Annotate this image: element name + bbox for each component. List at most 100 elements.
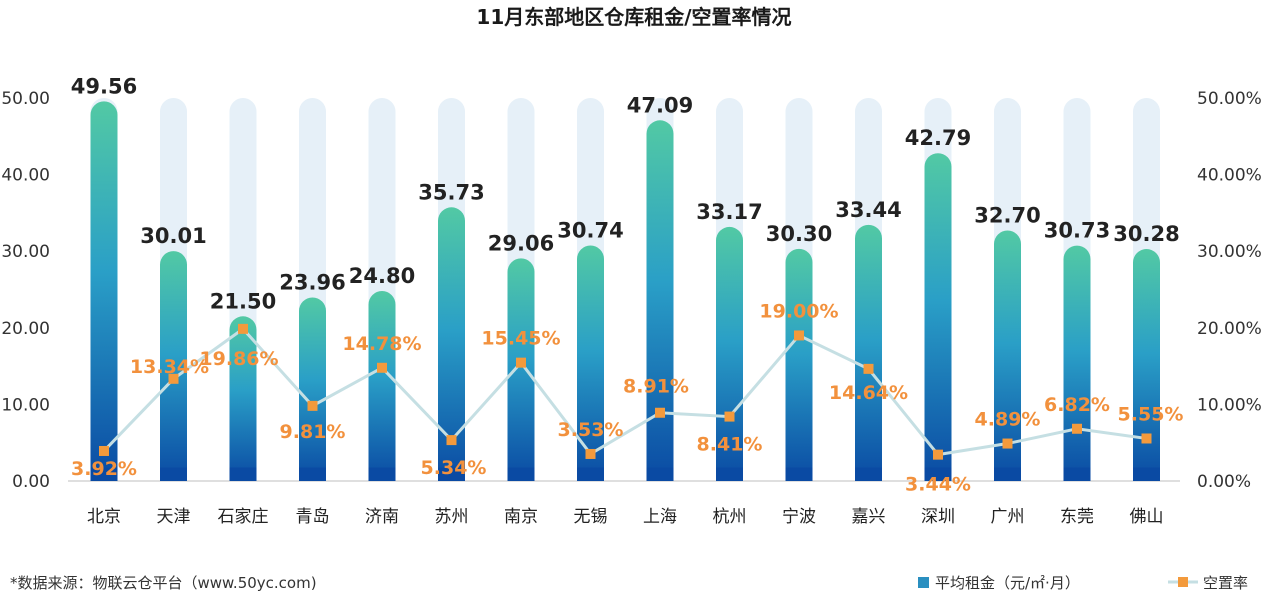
category-label: 石家庄 xyxy=(218,507,269,527)
left-tick-label: 50.00 xyxy=(1,89,50,109)
vacancy-label: 9.81% xyxy=(280,421,346,443)
rent-bar-label: 33.44 xyxy=(835,198,901,222)
left-tick-label: 0.00 xyxy=(12,472,50,492)
vacancy-label: 3.53% xyxy=(558,419,624,441)
rent-bar xyxy=(994,230,1021,481)
rent-bar-base xyxy=(1063,467,1091,481)
rent-bar xyxy=(646,120,674,482)
right-tick-label: 30.00% xyxy=(1197,242,1262,262)
right-tick-label: 40.00% xyxy=(1197,166,1262,186)
vacancy-label: 14.64% xyxy=(829,382,908,404)
vacancy-marker xyxy=(1072,423,1082,434)
vacancy-marker xyxy=(863,363,874,374)
right-tick-label: 10.00% xyxy=(1197,395,1262,415)
category-label: 深圳 xyxy=(921,507,955,527)
rent-bar xyxy=(855,224,882,481)
rent-bar-label: 29.06 xyxy=(488,231,554,255)
rent-bar-base xyxy=(924,467,952,481)
category-label: 宁波 xyxy=(782,507,816,527)
rent-bar-base xyxy=(785,467,813,481)
rent-bar-label: 30.01 xyxy=(140,224,206,248)
vacancy-markers xyxy=(99,323,1152,460)
rent-bar-base xyxy=(994,467,1021,481)
vacancy-label: 5.34% xyxy=(421,457,487,479)
right-axis: 0.00% 10.00% 20.00% 30.00% 40.00% 50.00% xyxy=(1197,89,1262,492)
legend-marker-swatch xyxy=(1178,577,1188,587)
legend: 平均租金（元/㎡·月） 空置率 xyxy=(918,574,1248,592)
left-tick-label: 40.00 xyxy=(1,166,50,186)
rent-bar-base xyxy=(1133,467,1160,481)
rent-bar-base xyxy=(299,467,326,481)
vacancy-marker xyxy=(933,449,943,460)
vacancy-label: 19.00% xyxy=(759,300,838,322)
category-label: 东莞 xyxy=(1060,507,1094,527)
rent-bar-label: 32.70 xyxy=(974,204,1040,228)
rent-bar-label: 21.50 xyxy=(210,289,276,313)
vacancy-marker xyxy=(794,330,804,341)
vacancy-label: 3.44% xyxy=(905,474,971,496)
rent-bar xyxy=(368,291,396,481)
vacancy-label: 13.34% xyxy=(130,356,209,378)
rent-bar xyxy=(299,297,326,481)
left-axis: 0.00 10.00 20.00 30.00 40.00 50.00 xyxy=(1,89,50,492)
legend-bar-swatch xyxy=(918,577,929,588)
left-tick-label: 10.00 xyxy=(1,395,50,415)
vacancy-marker xyxy=(724,411,735,422)
rent-bar-label: 30.74 xyxy=(557,219,623,243)
category-label: 嘉兴 xyxy=(852,507,886,527)
vacancy-marker xyxy=(585,448,596,459)
category-label: 北京 xyxy=(87,507,121,527)
vacancy-marker xyxy=(168,373,179,384)
rent-bar-base xyxy=(855,467,882,481)
rent-bar-label: 30.30 xyxy=(766,222,832,246)
rent-bar-label: 30.73 xyxy=(1044,219,1110,243)
rent-bar-label: 35.73 xyxy=(418,180,484,204)
vacancy-marker xyxy=(238,323,248,334)
category-label: 济南 xyxy=(365,507,399,527)
rent-bar xyxy=(1063,245,1091,481)
rent-bar-base xyxy=(646,467,674,481)
category-label: 广州 xyxy=(991,507,1025,527)
rent-bar xyxy=(785,248,813,481)
left-tick-label: 30.00 xyxy=(1,242,50,262)
data-source-note: *数据来源：物联云仓平台（www.50yc.com) xyxy=(10,574,317,592)
rent-bar-base xyxy=(577,467,604,481)
rent-bar-base xyxy=(507,467,535,481)
rent-bar xyxy=(160,251,187,481)
vacancy-label: 3.92% xyxy=(71,458,137,480)
vacancy-marker xyxy=(516,357,526,368)
rent-bar-base xyxy=(90,467,118,481)
vacancy-label: 15.45% xyxy=(481,328,560,350)
rent-bar xyxy=(1133,249,1160,481)
vacancy-marker xyxy=(377,362,387,373)
category-label: 南京 xyxy=(504,507,538,527)
category-label: 天津 xyxy=(157,507,191,527)
rent-bar-label: 30.28 xyxy=(1113,222,1179,246)
rent-bar xyxy=(438,207,465,481)
rent-bar-label: 42.79 xyxy=(905,126,971,150)
category-label: 杭州 xyxy=(713,507,747,527)
vacancy-marker xyxy=(307,400,318,411)
rent-bar-base xyxy=(229,467,257,481)
vacancy-label: 8.91% xyxy=(623,376,689,398)
chart-title: 11月东部地区仓库租金/空置率情况 xyxy=(476,5,791,29)
rent-bar-label: 23.96 xyxy=(279,270,345,294)
rent-bar-base xyxy=(160,467,187,481)
vacancy-marker xyxy=(1141,433,1152,444)
vacancy-line xyxy=(102,326,1147,457)
vacancy-label: 19.86% xyxy=(199,348,278,370)
category-label: 苏州 xyxy=(435,507,469,527)
rent-bar xyxy=(507,258,535,481)
rent-bar-label: 49.56 xyxy=(71,74,137,98)
vacancy-label: 5.55% xyxy=(1118,403,1184,425)
rent-bar-label: 33.17 xyxy=(696,200,762,224)
vacancy-series-line xyxy=(102,326,1147,457)
legend-bar-label: 平均租金（元/㎡·月） xyxy=(935,574,1080,592)
rent-bar xyxy=(577,245,604,481)
rent-bar xyxy=(90,101,118,482)
left-tick-label: 20.00 xyxy=(1,319,50,339)
vacancy-marker xyxy=(99,445,109,456)
vacancy-marker xyxy=(446,435,457,446)
